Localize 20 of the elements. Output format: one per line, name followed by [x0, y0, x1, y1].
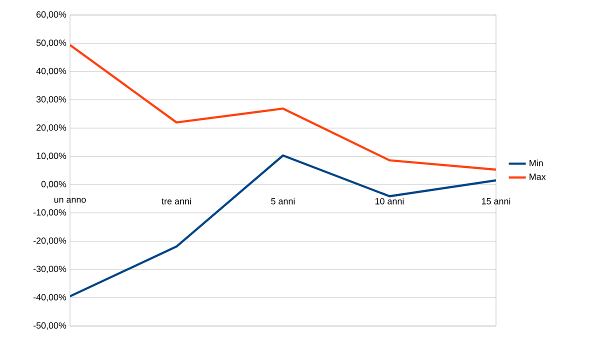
y-tick-label: 20,00% [36, 124, 66, 132]
x-tick-label: 5 anni [271, 198, 295, 204]
x-tick-label: 10 anni [375, 198, 404, 204]
legend-label: Max [530, 174, 546, 180]
y-tick-label: -50,00% [33, 322, 66, 330]
x-tick-label: 15 anni [482, 198, 510, 204]
y-tick-label: 40,00% [36, 68, 66, 76]
y-tick-label: 10,00% [36, 152, 66, 160]
y-tick-label: -30,00% [33, 266, 66, 274]
y-tick-label: -20,00% [33, 237, 66, 245]
x-tick-label: tre anni [162, 198, 191, 204]
legend-label: Min [530, 160, 543, 166]
y-tick-label: -40,00% [33, 294, 66, 302]
y-tick-label: 60,00% [36, 11, 66, 19]
y-tick-label: 0,00% [41, 180, 66, 188]
y-tick-label: 50,00% [36, 40, 66, 47]
y-tick-label: 30,00% [36, 96, 66, 104]
y-tick-label: -10,00% [33, 209, 66, 217]
line-series [70, 44, 496, 171]
x-tick-label: un anno [54, 198, 86, 203]
